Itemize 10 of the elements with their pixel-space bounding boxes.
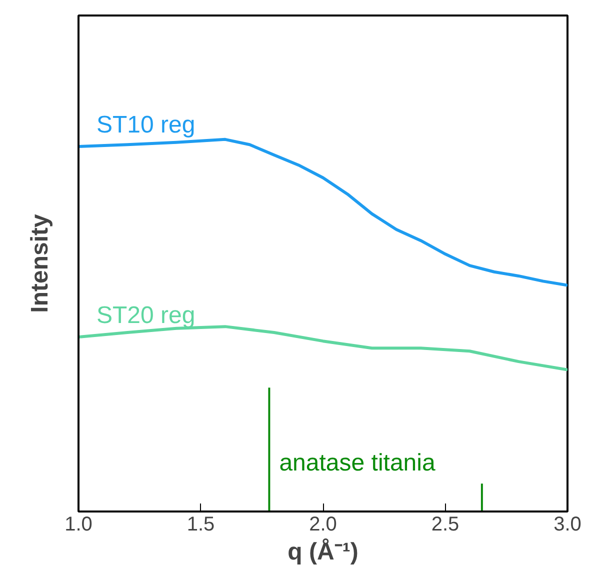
- series-label: anatase titania: [279, 450, 436, 476]
- x-tick-label: 2.0: [309, 514, 337, 536]
- series-label: ST10 reg: [96, 111, 196, 138]
- x-axis-title: q (Å⁻¹): [288, 538, 358, 566]
- y-axis-title: Intensity: [26, 214, 54, 313]
- x-tick-label: 1.5: [186, 514, 215, 536]
- x-tick-label: 2.5: [431, 514, 460, 536]
- x-tick-label: 3.0: [554, 514, 582, 536]
- x-tick-label: 1.0: [64, 514, 92, 536]
- series-label: ST20 reg: [96, 302, 196, 329]
